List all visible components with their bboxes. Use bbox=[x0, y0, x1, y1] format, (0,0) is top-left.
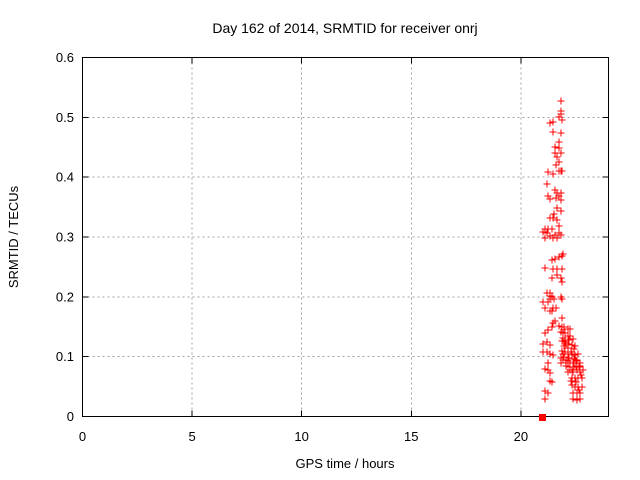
axis-ticks bbox=[82, 57, 609, 417]
plot-border bbox=[82, 57, 609, 417]
svg-text:0: 0 bbox=[67, 409, 74, 424]
plus-markers bbox=[539, 97, 587, 404]
svg-text:0.3: 0.3 bbox=[56, 230, 74, 245]
scatter-points bbox=[539, 97, 587, 421]
square-marker bbox=[539, 414, 546, 421]
svg-text:0.5: 0.5 bbox=[56, 110, 74, 125]
svg-text:15: 15 bbox=[404, 429, 418, 444]
y-axis-label: SRMTID / TECUs bbox=[6, 185, 21, 288]
svg-text:0.2: 0.2 bbox=[56, 289, 74, 304]
svg-text:0.6: 0.6 bbox=[56, 50, 74, 65]
y-tick-labels: 0 0.1 0.2 0.3 0.4 0.5 0.6 bbox=[56, 50, 74, 424]
svg-text:10: 10 bbox=[294, 429, 308, 444]
svg-text:0: 0 bbox=[79, 429, 86, 444]
x-tick-labels: 0 5 10 15 20 bbox=[79, 429, 528, 444]
svg-text:5: 5 bbox=[188, 429, 195, 444]
chart-title: Day 162 of 2014, SRMTID for receiver onr… bbox=[212, 20, 477, 36]
svg-text:0.4: 0.4 bbox=[56, 170, 74, 185]
grid-lines bbox=[82, 57, 609, 417]
x-axis-label: GPS time / hours bbox=[296, 456, 395, 471]
svg-text:0.1: 0.1 bbox=[56, 349, 74, 364]
svg-text:20: 20 bbox=[514, 429, 528, 444]
